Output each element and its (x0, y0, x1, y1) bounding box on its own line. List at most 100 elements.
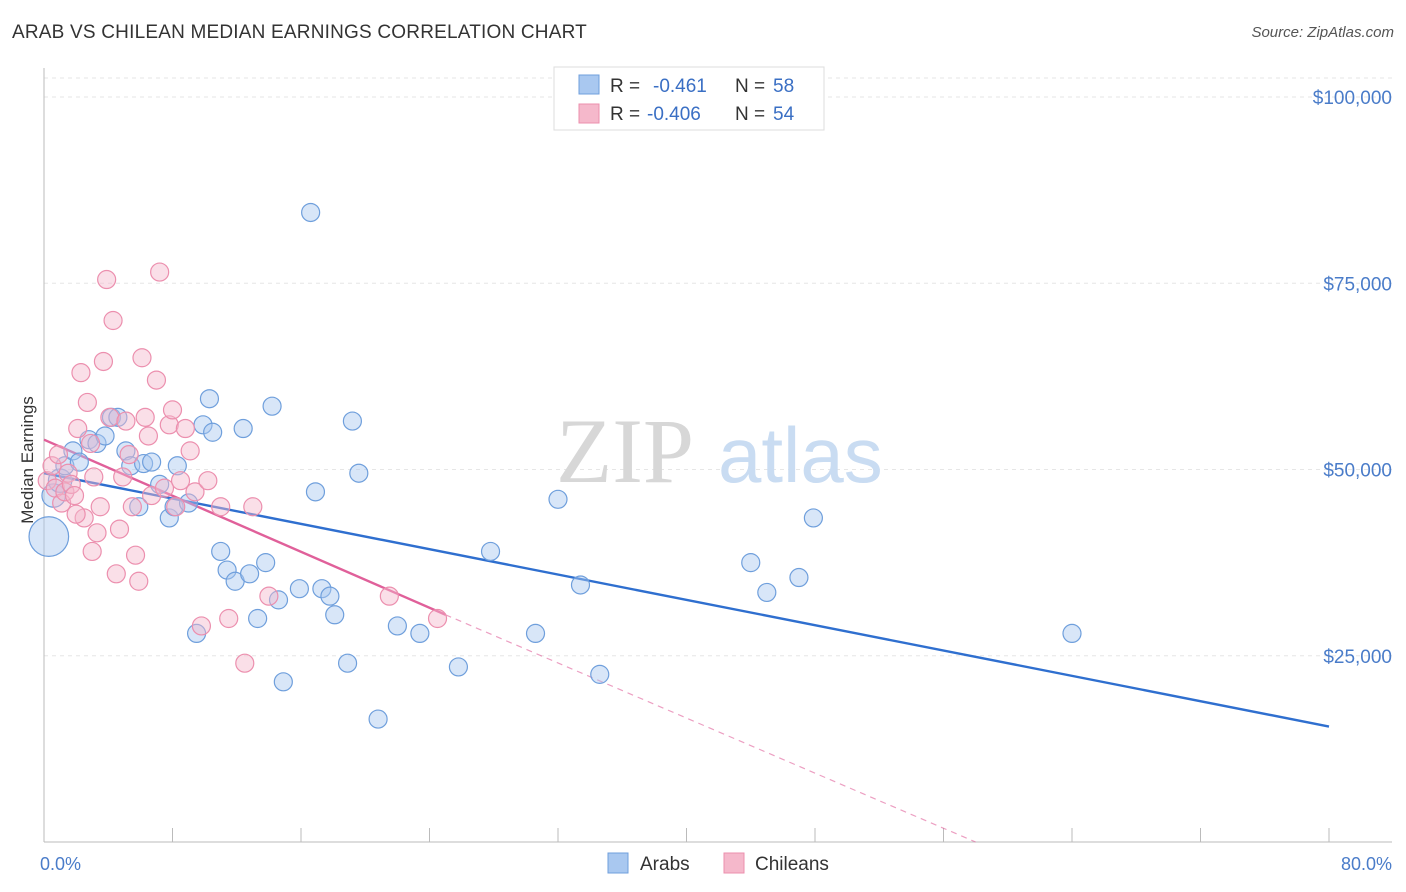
data-point-arabs (325, 605, 345, 625)
data-point-arabs (570, 575, 591, 595)
data-point-arabs (448, 657, 469, 677)
data-point-arabs (337, 653, 358, 673)
data-point-arabs (789, 567, 809, 588)
data-point-arabs (240, 564, 260, 584)
data-point-chileans (80, 433, 101, 454)
data-point-chileans (129, 571, 149, 591)
data-point-arabs (1062, 623, 1082, 644)
data-points (28, 202, 1082, 729)
data-point-chileans (159, 415, 179, 435)
data-point-chileans (180, 441, 200, 461)
data-point-arabs (273, 672, 293, 692)
y-tick-label: $100,000 (1313, 88, 1392, 109)
data-point-chileans (191, 616, 212, 636)
data-point-chileans (66, 504, 86, 524)
trend-line-extension-chileans (445, 614, 976, 843)
data-point-arabs (590, 664, 610, 684)
data-point-arabs (480, 541, 501, 562)
series-legend-label-chileans: Chileans (755, 854, 829, 875)
data-point-arabs (349, 463, 369, 483)
legend-n-label: N = (735, 76, 765, 97)
legend-swatch-chileans (578, 103, 600, 124)
data-point-arabs (262, 396, 282, 416)
data-point-chileans (154, 478, 175, 498)
data-point-chileans (58, 463, 78, 483)
data-point-chileans (198, 471, 218, 491)
data-point-chileans (61, 474, 81, 494)
series-legend-swatch-chileans (723, 852, 745, 874)
data-point-chileans (427, 608, 448, 629)
x-tick-max: 80.0% (1341, 854, 1392, 874)
data-point-arabs (268, 590, 289, 610)
data-point-chileans (42, 456, 62, 476)
data-point-chileans (68, 418, 88, 439)
trend-line-arabs (43, 472, 1330, 728)
data-point-arabs (28, 516, 70, 557)
watermark: ZIP atlas (556, 400, 883, 502)
data-point-arabs (256, 553, 276, 573)
data-point-chileans (146, 370, 167, 390)
data-point-arabs (312, 579, 332, 599)
data-point-arabs (233, 418, 253, 439)
data-point-arabs (167, 456, 187, 476)
data-point-arabs (410, 623, 430, 644)
data-point-chileans (259, 586, 279, 606)
data-point-chileans (125, 545, 146, 565)
data-point-arabs (741, 553, 761, 573)
data-point-chileans (87, 523, 107, 543)
trend-line-chileans (43, 438, 447, 616)
data-point-chileans (93, 351, 114, 372)
legend-r-label: R = (610, 76, 640, 97)
series-legend-label-arabs: Arabs (640, 854, 690, 875)
data-point-arabs (368, 709, 388, 729)
series-legend-swatch-arabs (607, 852, 629, 874)
data-point-chileans (211, 497, 231, 517)
y-tick-label: $25,000 (1323, 647, 1392, 668)
y-tick-labels: $25,000 $50,000 $75,000 $100,000 (1313, 88, 1392, 668)
chart-title: ARAB VS CHILEAN MEDIAN EARNINGS CORRELAT… (12, 22, 587, 43)
legend-swatch-arabs (578, 74, 600, 95)
data-point-chileans (175, 418, 195, 439)
data-point-arabs (87, 433, 107, 454)
series-legend: Arabs Chileans (607, 852, 829, 875)
source-credit: Source: ZipAtlas.com (1251, 24, 1394, 41)
data-point-chileans (166, 497, 186, 517)
data-point-arabs (199, 389, 220, 409)
data-point-arabs (63, 441, 83, 461)
data-point-arabs (342, 411, 362, 431)
y-tick-label: $50,000 (1323, 461, 1392, 482)
data-point-chileans (243, 497, 263, 517)
x-tick-min: 0.0% (40, 854, 81, 874)
legend-r-label: R = (610, 104, 640, 125)
data-point-arabs (129, 497, 149, 517)
data-point-arabs (289, 579, 309, 599)
data-point-chileans (97, 269, 117, 290)
data-point-arabs (305, 482, 326, 502)
legend-n-value: 58 (773, 76, 794, 97)
data-point-chileans (135, 407, 155, 427)
data-point-chileans (100, 407, 120, 427)
data-point-chileans (138, 426, 159, 446)
data-point-arabs (301, 202, 321, 223)
data-point-chileans (55, 482, 75, 502)
data-point-arabs (320, 586, 340, 606)
axes (43, 68, 1392, 843)
legend-r-value: -0.406 (647, 104, 701, 125)
data-point-arabs (217, 560, 237, 580)
data-point-chileans (64, 485, 85, 506)
data-point-chileans (106, 564, 126, 584)
data-point-chileans (116, 411, 136, 431)
watermark-atlas: atlas (718, 411, 883, 499)
data-point-chileans (235, 653, 255, 673)
data-point-arabs (116, 441, 136, 461)
data-point-chileans (77, 392, 97, 413)
data-point-arabs (178, 493, 199, 513)
data-point-arabs (203, 422, 223, 442)
legend-n-value: 54 (773, 104, 795, 125)
data-point-chileans (379, 586, 399, 606)
data-point-arabs (159, 508, 179, 528)
data-point-chileans (219, 608, 239, 629)
data-point-arabs (757, 582, 777, 603)
data-point-chileans (90, 497, 110, 517)
data-point-arabs (248, 608, 268, 629)
